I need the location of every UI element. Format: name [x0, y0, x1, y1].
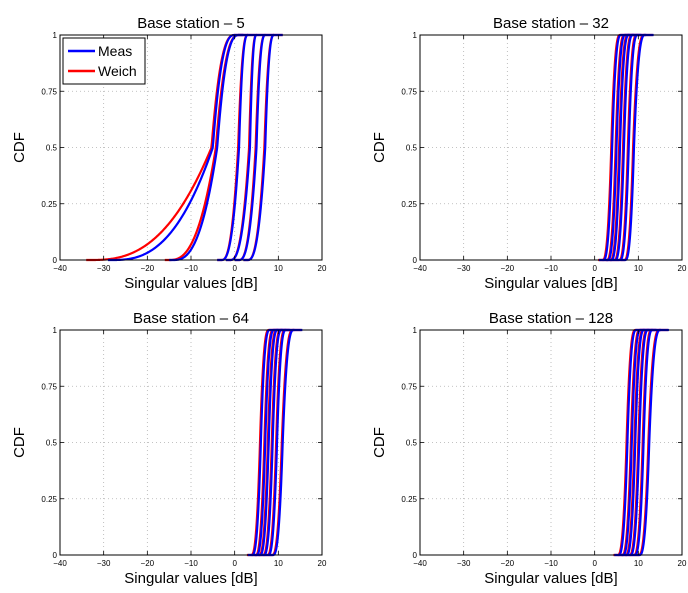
y-tick-label: 0.75	[401, 87, 417, 96]
x-tick-label: −20	[141, 559, 155, 568]
cdf-panel: −40 −30 −20 −10 0 10 20 0 0.25 0.5 0.75 1 Base stati…	[11, 310, 327, 587]
x-tick-label: −30	[97, 559, 111, 568]
x-axis-label: Singular values [dB]	[124, 275, 257, 292]
panel-title: Base station – 64	[133, 310, 249, 327]
x-tick-label: −30	[97, 264, 111, 273]
y-tick-label: 0.25	[401, 495, 417, 504]
x-tick-label: −30	[457, 559, 471, 568]
x-tick-label: 20	[318, 559, 327, 568]
y-tick-label: 1	[413, 326, 418, 335]
panel-title: Base station – 5	[137, 15, 245, 32]
x-tick-label: 20	[318, 264, 327, 273]
x-tick-label: 0	[232, 264, 237, 273]
cdf-panel: −40 −30 −20 −10 0 10 20 0 0.25 0.5 0.75 1 Base stati…	[371, 15, 687, 292]
x-tick-label: −40	[413, 559, 427, 568]
x-axis-label: Singular values [dB]	[484, 275, 617, 292]
x-tick-label: −20	[501, 559, 515, 568]
y-axis-label: CDF	[371, 132, 388, 163]
y-tick-label: 0	[413, 551, 418, 560]
y-tick-label: 0.75	[41, 87, 57, 96]
cdf-panel: −40 −30 −20 −10 0 10 20 0 0.25 0.5 0.75 1 Base stati…	[371, 310, 687, 587]
x-tick-label: −20	[141, 264, 155, 273]
legend-box	[62, 37, 146, 85]
panel-title: Base station – 32	[493, 15, 609, 32]
x-tick-label: 20	[678, 264, 687, 273]
x-tick-label: 10	[634, 559, 643, 568]
x-tick-label: 0	[232, 559, 237, 568]
x-axis-label: Singular values [dB]	[484, 570, 617, 587]
y-tick-label: 1	[53, 31, 58, 40]
x-tick-label: 0	[592, 559, 597, 568]
x-tick-label: −30	[457, 264, 471, 273]
x-tick-label: −10	[544, 264, 558, 273]
y-tick-label: 0	[53, 256, 58, 265]
y-tick-label: 0.5	[46, 439, 58, 448]
x-tick-label: −20	[501, 264, 515, 273]
legend-entry-weich: Weich	[98, 63, 137, 79]
series-line-meas	[107, 33, 244, 262]
y-tick-label: 1	[53, 326, 58, 335]
x-tick-label: −10	[184, 559, 198, 568]
x-tick-label: 10	[634, 264, 643, 273]
y-tick-label: 0.25	[41, 495, 57, 504]
x-tick-label: −10	[544, 559, 558, 568]
y-tick-label: 0	[413, 256, 418, 265]
y-tick-label: 0.75	[41, 382, 57, 391]
y-tick-label: 0.5	[406, 439, 418, 448]
y-tick-label: 0.25	[401, 200, 417, 209]
y-tick-label: 0.25	[41, 200, 57, 209]
x-tick-label: −10	[184, 264, 198, 273]
cdf-panel: −40 −30 −20 −10 0 10 20 0 0.25 0.5 0.75 1 Base stati…	[11, 15, 327, 292]
y-tick-label: 0.5	[46, 144, 58, 153]
y-tick-label: 0.75	[401, 382, 417, 391]
x-tick-label: 10	[274, 264, 283, 273]
x-tick-label: −40	[53, 559, 67, 568]
x-axis-label: Singular values [dB]	[124, 570, 257, 587]
y-tick-label: 0	[53, 551, 58, 560]
x-tick-label: −40	[53, 264, 67, 273]
y-axis-label: CDF	[11, 132, 28, 163]
y-tick-label: 1	[413, 31, 418, 40]
y-axis-label: CDF	[11, 427, 28, 458]
x-tick-label: 10	[274, 559, 283, 568]
x-tick-label: 0	[592, 264, 597, 273]
panel-title: Base station – 128	[489, 310, 613, 327]
y-axis-label: CDF	[371, 427, 388, 458]
x-tick-label: 20	[678, 559, 687, 568]
y-tick-label: 0.5	[406, 144, 418, 153]
legend: Meas Weich	[62, 37, 146, 85]
x-tick-label: −40	[413, 264, 427, 273]
legend-entry-meas: Meas	[98, 43, 132, 59]
